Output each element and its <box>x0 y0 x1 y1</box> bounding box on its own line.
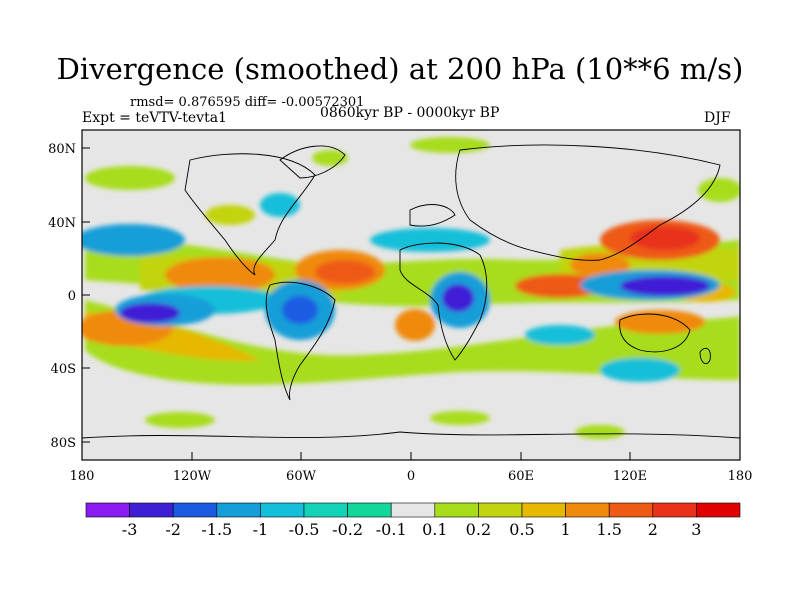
colorbar-box <box>434 502 479 518</box>
lon-label: 180 <box>70 469 95 484</box>
lat-label: 80S <box>51 436 76 451</box>
period-label: 0860kyr BP - 0000kyr BP <box>320 105 500 121</box>
colorbar-box <box>172 502 218 518</box>
chart-title: Divergence (smoothed) at 200 hPa (10**6 … <box>56 52 744 86</box>
colorbar-box <box>260 502 305 518</box>
coast-australia <box>619 313 691 353</box>
red-core-2 <box>515 274 605 298</box>
colorbar-box <box>608 502 654 518</box>
colorbar-label: 2 <box>648 520 658 539</box>
colorbar-box <box>347 502 392 518</box>
blue-band-1 <box>82 224 185 256</box>
colorbar-box <box>478 502 523 518</box>
orange-core-2 <box>165 257 275 293</box>
colorbar-box <box>85 502 130 518</box>
green-patch-north <box>85 166 175 190</box>
lon-label: 120W <box>173 469 212 484</box>
colorbar-label: -0.1 <box>376 520 407 539</box>
coast-eurasia <box>455 144 721 261</box>
colorbar-label: 0.1 <box>422 520 447 539</box>
orange-core-5 <box>570 253 630 277</box>
green-patch-ne <box>698 178 740 202</box>
coast-greenland <box>279 145 346 179</box>
indigo-core-pacific <box>620 276 710 296</box>
colorbar-label: 1.5 <box>596 520 621 539</box>
orange-core-4 <box>395 309 435 341</box>
cyan-core-1 <box>260 193 300 217</box>
lon-label: 180 <box>728 469 753 484</box>
colorbar-label: -3 <box>122 520 138 539</box>
lon-axis: 180 120W 60W 0 60E 120E 180 <box>70 452 753 484</box>
lon-label: 60E <box>508 469 534 484</box>
stats-text: rmsd= 0.876595 diff= -0.00572301 <box>130 95 365 110</box>
colorbar-label: 3 <box>691 520 701 539</box>
season-label: DJF <box>704 110 731 126</box>
cyan-core-indian <box>525 325 595 345</box>
colorbar-labels: -3 -2 -1.5 -1 -0.5 -0.2 -0.1 0.1 0.2 0.5… <box>122 520 702 539</box>
coast-new-zealand <box>699 347 711 365</box>
experiment-label: Expt = teVTV-tevta1 <box>82 110 227 126</box>
cyan-core-south <box>600 358 680 382</box>
lat-label: 40S <box>51 362 76 377</box>
lat-axis: 80N 40N 0 40S 80S <box>48 142 90 451</box>
green-patch-southern-2 <box>430 411 490 425</box>
colorbar-label: 1 <box>561 520 571 539</box>
colorbar-box <box>652 502 697 518</box>
cyan-band-atlantic <box>370 228 490 252</box>
colorbar <box>85 502 741 518</box>
lon-label: 0 <box>407 469 415 484</box>
orange-core-6 <box>615 310 705 334</box>
green-patch-arctic <box>410 137 490 153</box>
colorbar-label: -1.5 <box>201 520 232 539</box>
lon-label: 60W <box>286 469 317 484</box>
colorbar-label: -2 <box>165 520 181 539</box>
red-core-1 <box>315 260 375 284</box>
colorbar-label: -1 <box>253 520 269 539</box>
colorbar-box <box>216 502 261 518</box>
coast-north-america <box>184 153 316 276</box>
coast-south-america <box>265 281 336 401</box>
lat-label: 0 <box>68 289 76 304</box>
blue-core-samerica-2 <box>282 296 318 324</box>
indigo-core-1 <box>120 303 180 323</box>
colorbar-box <box>521 502 566 518</box>
colorbar-label: 0.2 <box>466 520 491 539</box>
colorbar-box <box>390 502 436 518</box>
colorbar-label: 0.5 <box>509 520 534 539</box>
colorbar-label: -0.2 <box>332 520 363 539</box>
coastlines <box>82 144 740 439</box>
red-core-4 <box>630 226 700 250</box>
colorbar-box <box>129 502 174 518</box>
coast-antarctica <box>82 431 740 439</box>
green-band-south <box>85 300 740 385</box>
green-patch-southern-3 <box>575 425 625 439</box>
colorbar-box <box>303 502 348 518</box>
colorbar-label: -0.5 <box>289 520 320 539</box>
lat-label: 80N <box>48 142 76 157</box>
yellow-patch-north <box>205 205 255 225</box>
coast-europe <box>409 204 456 227</box>
divergence-field <box>82 130 740 460</box>
colorbar-box <box>565 502 610 518</box>
indigo-core-africa <box>442 284 474 312</box>
green-patch-southern-1 <box>145 412 215 428</box>
lat-label: 40N <box>48 216 76 231</box>
colorbar-box <box>696 502 741 518</box>
lon-label: 120E <box>613 469 647 484</box>
coast-africa <box>399 242 488 361</box>
